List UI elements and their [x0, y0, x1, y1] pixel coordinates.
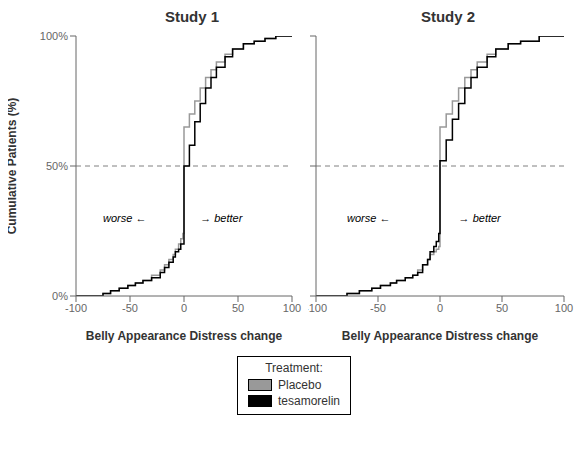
html-text:Study 1: Study 1 — [164, 8, 220, 25]
svg-text:-100: -100 — [65, 302, 87, 314]
svg-text:0%: 0% — [52, 290, 68, 302]
svg-text:100%: 100% — [40, 30, 68, 42]
html-text:tesamorelin: tesamorelin — [278, 394, 340, 408]
svg-text:50: 50 — [496, 302, 508, 314]
svg-text:worse ←: worse ← — [103, 212, 146, 224]
svg-text:50: 50 — [232, 302, 244, 314]
html-text:Placebo: Placebo — [278, 378, 322, 392]
svg-text:→ better: → better — [200, 212, 244, 224]
svg-text:Belly Appearance Distress chan: Belly Appearance Distress change — [86, 329, 283, 343]
svg-text:0: 0 — [437, 302, 443, 314]
svg-text:-50: -50 — [122, 302, 138, 314]
svg-text:100: 100 — [283, 302, 301, 314]
svg-text:worse ←: worse ← — [347, 212, 390, 224]
svg-text:Belly Appearance Distress chan: Belly Appearance Distress change — [342, 329, 539, 343]
html-text:Treatment:: Treatment: — [265, 361, 323, 375]
svg-text:→ better: → better — [459, 212, 503, 224]
svg-text:50%: 50% — [46, 160, 68, 172]
svg-text:-50: -50 — [370, 302, 386, 314]
svg-text:Cumulative Patients (%): Cumulative Patients (%) — [8, 98, 19, 235]
svg-text:100: 100 — [555, 302, 573, 314]
html-text:Study 2: Study 2 — [420, 8, 476, 25]
svg-text:0: 0 — [181, 302, 187, 314]
svg-text:-100: -100 — [308, 302, 327, 314]
